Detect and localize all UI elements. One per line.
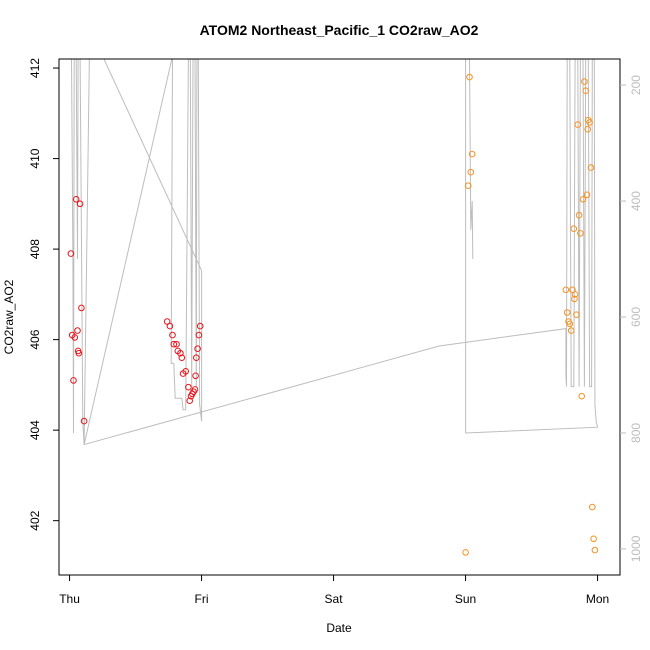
series-line-0 xyxy=(71,59,599,446)
data-point-1-4 xyxy=(468,150,476,158)
data-point-1-5 xyxy=(562,286,570,294)
data-point-1-0 xyxy=(462,549,469,556)
data-point-0-20 xyxy=(182,368,189,375)
data-point-0-9 xyxy=(78,304,85,312)
y-tick-label-0: 402 xyxy=(28,510,42,530)
data-point-1-21 xyxy=(582,87,590,94)
data-point-0-0 xyxy=(67,250,75,257)
data-point-0-10 xyxy=(80,417,88,425)
data-point-1-11 xyxy=(570,225,578,232)
data-point-0-31 xyxy=(196,322,204,330)
data-point-1-13 xyxy=(571,291,579,298)
y2-tick-label-3: 800 xyxy=(629,423,643,443)
x-axis: Thu Fri Sat Sun Mon xyxy=(59,575,609,606)
data-point-1-14 xyxy=(573,311,580,319)
data-point-0-21 xyxy=(185,383,192,391)
y-tick-label-2: 406 xyxy=(28,329,42,349)
data-point-1-3 xyxy=(467,168,475,176)
x-tick-label-2: Sat xyxy=(325,592,344,606)
data-point-0-5 xyxy=(74,327,81,334)
data-point-0-14 xyxy=(170,340,178,348)
data-point-1-18 xyxy=(578,392,586,400)
data-point-1-27 xyxy=(589,503,596,511)
y2-tick-label-1: 400 xyxy=(629,191,643,211)
data-point-1-6 xyxy=(563,309,571,316)
data-point-0-30 xyxy=(195,331,203,339)
data-point-1-17 xyxy=(577,230,584,237)
data-point-0-15 xyxy=(173,340,180,348)
data-point-0-7 xyxy=(75,349,83,357)
x-tick-label-0: Thu xyxy=(59,592,80,606)
data-point-0-13 xyxy=(169,331,176,339)
data-point-0-8 xyxy=(76,200,84,208)
chart-title: ATOM2 Northeast_Pacific_1 CO2raw_AO2 xyxy=(200,22,479,38)
data-point-1-25 xyxy=(586,119,593,126)
data-point-0-22 xyxy=(186,397,193,405)
data-point-0-12 xyxy=(166,322,174,330)
data-point-0-27 xyxy=(192,372,199,380)
y-tick-label-1: 404 xyxy=(28,420,42,440)
data-point-0-4 xyxy=(72,196,80,203)
y-tick-label-5: 412 xyxy=(28,58,42,78)
data-point-1-12 xyxy=(571,295,578,303)
data-point-1-1 xyxy=(464,182,472,189)
data-point-1-28 xyxy=(590,535,597,543)
plot-frame xyxy=(58,58,621,576)
data-point-0-28 xyxy=(193,354,200,362)
data-point-1-9 xyxy=(567,327,575,334)
data-point-1-23 xyxy=(584,125,592,133)
data-point-1-8 xyxy=(566,320,574,328)
data-point-1-15 xyxy=(574,121,582,128)
y2-tick-label-0: 200 xyxy=(629,75,643,95)
y2-tick-label-4: 1000 xyxy=(629,535,643,562)
data-point-1-22 xyxy=(583,191,591,199)
y-axis-title: CO2raw_AO2 xyxy=(2,279,16,354)
data-point-0-29 xyxy=(194,345,201,353)
y-axis-right: 200 400 600 800 1000 xyxy=(620,75,643,562)
y-tick-label-3: 408 xyxy=(28,239,42,259)
data-point-1-26 xyxy=(587,164,595,171)
data-point-0-18 xyxy=(178,354,186,362)
series-layer xyxy=(67,59,599,556)
data-point-0-3 xyxy=(71,334,79,341)
data-point-0-2 xyxy=(70,377,77,384)
data-point-1-19 xyxy=(579,196,587,203)
x-tick-label-1: Fri xyxy=(195,592,209,606)
y-tick-label-4: 410 xyxy=(28,148,42,168)
data-point-1-29 xyxy=(591,546,599,554)
y2-tick-label-2: 600 xyxy=(629,307,643,327)
x-tick-label-3: Sun xyxy=(455,592,476,606)
x-tick-label-4: Mon xyxy=(586,592,609,606)
y-axis-left: 402 404 406 408 410 412 xyxy=(28,58,59,531)
data-point-1-2 xyxy=(466,73,473,81)
data-point-1-16 xyxy=(575,211,583,219)
data-point-0-26 xyxy=(191,386,199,393)
x-axis-title: Date xyxy=(326,621,352,635)
data-point-1-20 xyxy=(581,78,588,85)
data-point-0-17 xyxy=(177,349,184,357)
